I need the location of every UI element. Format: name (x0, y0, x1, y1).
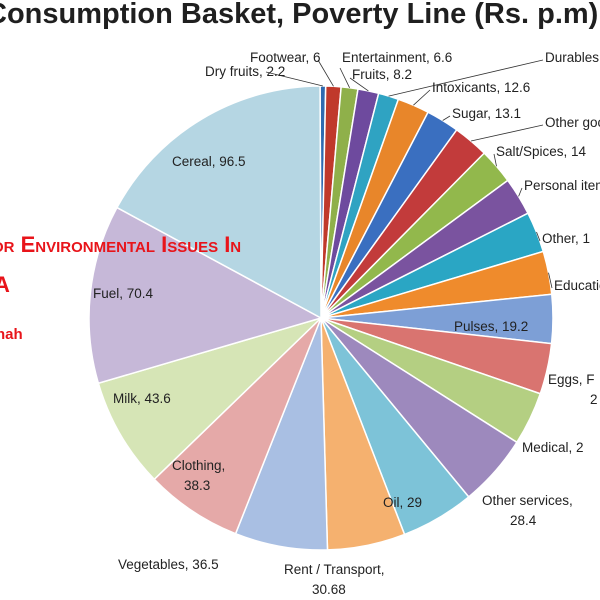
slice-label: Personal items (524, 178, 600, 193)
slice-label: Sugar, 13.1 (452, 106, 521, 121)
pie-slice (115, 85, 322, 320)
leader-line (470, 124, 544, 142)
slice-label: Fruits, 8.2 (352, 67, 412, 82)
leader-line (493, 153, 497, 167)
leader-line (548, 272, 553, 289)
slice-label: Oil, 29 (383, 495, 422, 510)
slice-label: Fuel, 70.4 (93, 286, 154, 301)
leader-line (349, 77, 369, 92)
slice-label: Pulses, 19.2 (454, 319, 528, 334)
overlay-heading-text-2: A (0, 272, 10, 297)
leader-lines (265, 59, 553, 289)
slice-label: Clothing, 38.3 (172, 458, 225, 493)
slice-label: Cereal, 96.5 (172, 154, 246, 169)
slice-label: Other, 1 (542, 231, 590, 246)
slice-label: Footwear, 6 (250, 50, 321, 65)
pie-slice (88, 206, 323, 385)
leader-line (265, 71, 323, 87)
slice-label: Salt/Spices, 14 (496, 144, 587, 159)
leader-line (317, 59, 334, 87)
leader-line (388, 59, 544, 97)
overlay-author-text: hah (0, 326, 23, 343)
slice-label: Entertainment, 6.6 (342, 50, 452, 65)
slice-label: Medical, 2 (522, 440, 584, 455)
slice-label: Intoxicants, 12.6 (432, 80, 530, 95)
leader-line (518, 187, 523, 197)
leader-line (339, 67, 350, 88)
slice-label: Other services, 28.4 (482, 493, 573, 528)
slice-label: Dry fruits, 2.2 (205, 64, 285, 79)
slice-label: Durables, 8 (545, 50, 600, 65)
slice-label: Vegetables, 36.5 (118, 557, 219, 572)
slice-label: Rent / Transport, 30.68 (284, 562, 385, 597)
slice-label: Other goods (545, 115, 600, 130)
slice-label: Milk, 43.6 (113, 391, 171, 406)
pie-slice (97, 317, 322, 481)
overlay-heading-text: or Environmental Issues In (0, 232, 242, 257)
leader-line (536, 231, 541, 242)
slice-label: Education (554, 278, 600, 293)
chart-title: Consumption Basket, Poverty Line (Rs. p.… (0, 0, 599, 30)
leader-line (413, 89, 431, 106)
leader-line (442, 115, 451, 121)
pie-slices (88, 85, 554, 551)
